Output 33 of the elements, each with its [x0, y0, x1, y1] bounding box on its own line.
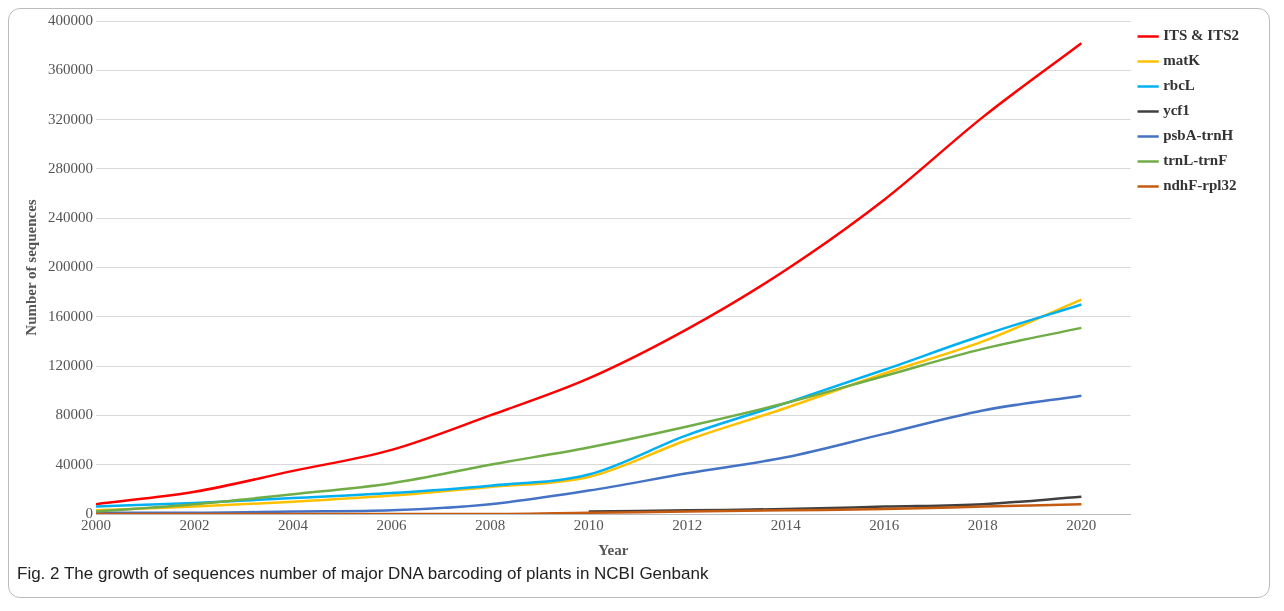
x-tick-label: 2008 [475, 516, 506, 533]
x-tick-label: 2004 [278, 516, 309, 533]
y-tick-label: 200000 [48, 258, 93, 275]
y-tick-label: 400000 [48, 11, 93, 28]
x-tick-label: 2020 [1066, 516, 1097, 533]
line-series [96, 502, 1083, 514]
y-tick-label: 40000 [55, 455, 93, 472]
legend-label: ycf1 [1163, 102, 1190, 119]
x-tick-label: 2014 [770, 516, 802, 533]
x-tick-label: 2006 [376, 516, 408, 533]
x-tick-label: 2010 [573, 516, 604, 533]
x-tick-label: 2012 [672, 516, 703, 533]
legend-label: matK [1163, 52, 1201, 69]
x-tick-label: 2016 [869, 516, 900, 533]
y-tick-label: 360000 [48, 61, 93, 78]
y-tick-label: 80000 [55, 406, 93, 423]
x-tick-label: 2018 [967, 516, 998, 533]
x-tick-label: 2002 [179, 516, 210, 533]
legend-label: psbA-trnH [1163, 127, 1234, 144]
legend-label: ndhF-rpl32 [1163, 177, 1237, 194]
legend-label: trnL-trnF [1163, 152, 1228, 169]
y-tick-label: 280000 [48, 159, 93, 176]
legend-label: rbcL [1163, 77, 1195, 94]
y-axis-title: Number of sequences [22, 199, 39, 336]
caption: Fig. 2 The growth of sequences number of major DNA barcoding of plants in NCBI Genbank [16, 564, 710, 584]
y-tick-label: 320000 [48, 110, 93, 127]
x-axis-title: Year [598, 541, 629, 558]
y-tick-label: 240000 [48, 209, 93, 226]
line-series [96, 41, 1083, 506]
y-tick-label: 0 [85, 504, 93, 521]
y-tick-label: 160000 [48, 307, 93, 324]
legend-label: ITS & ITS2 [1163, 27, 1240, 44]
y-tick-label: 120000 [48, 357, 93, 374]
